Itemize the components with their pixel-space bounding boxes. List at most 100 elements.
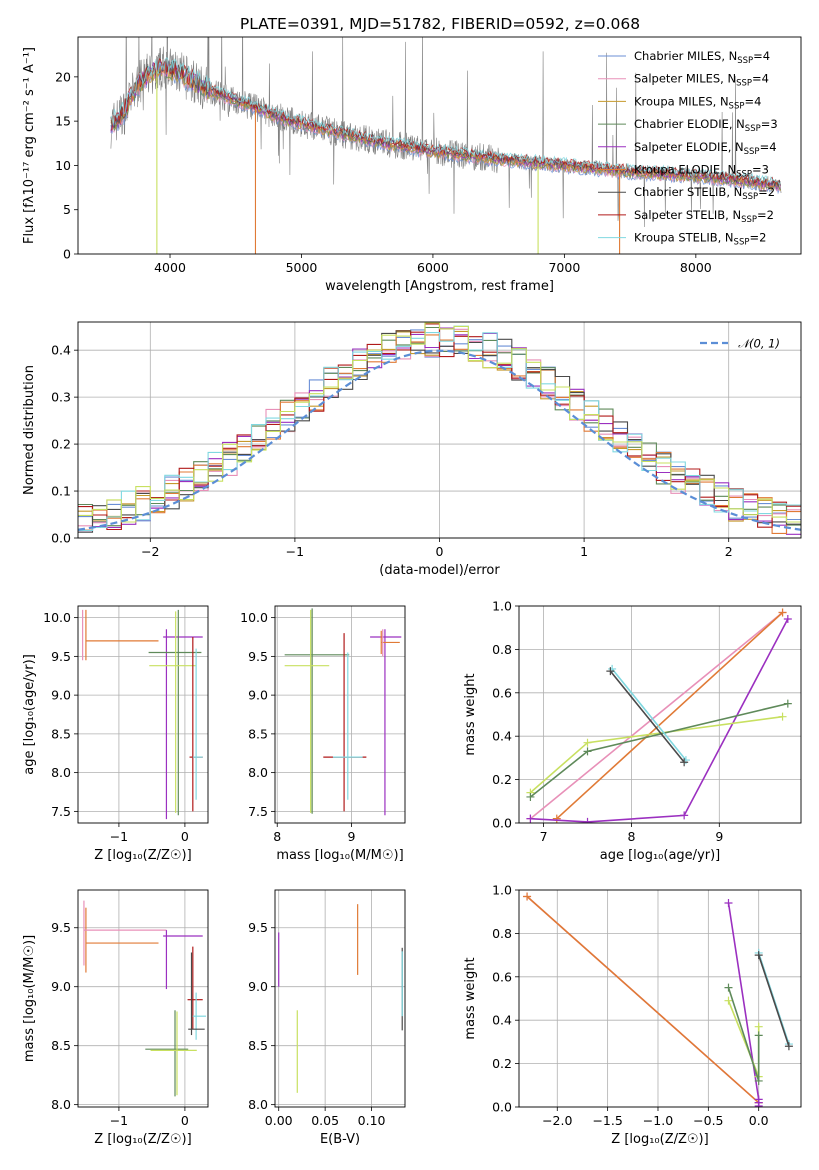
y-tick-label: 9.5: [248, 649, 268, 664]
weight-point-marker: [680, 811, 689, 820]
error-cross: [145, 1010, 189, 1097]
legend-label-sub: SSP: [737, 56, 753, 66]
legend-label-main: Salpeter MILES, N: [634, 72, 736, 86]
legend-label-tail: =4: [744, 94, 761, 108]
y-tick-label: 1.0: [492, 883, 512, 898]
x-tick-label: 5000: [286, 260, 318, 275]
weight-series: [754, 951, 793, 1051]
weight-line: [757, 954, 790, 1047]
x-tick-label: 0.05: [311, 1113, 339, 1128]
weight-point-marker: [754, 1098, 763, 1107]
y-tick-label: 1.0: [492, 599, 512, 614]
error-cross: [163, 629, 203, 820]
y-tick-label: 0.8: [492, 642, 512, 657]
legend-label-main: Chabrier MILES, N: [634, 49, 737, 63]
legend-entry: Salpeter STELIB, NSSP=2: [634, 208, 774, 225]
panel-age-vs-Z: −1 0 7.5 8.0 8.5 9.0 9.5 10.0 Z [log₁₀(Z/Z☉)] age…: [22, 605, 209, 863]
weight-series: [523, 892, 763, 1107]
weight-point-marker: [526, 814, 535, 823]
y-tick-label: 0.4: [492, 1013, 512, 1028]
y-tick-label: 10.0: [43, 610, 71, 625]
error-cross: [83, 900, 167, 966]
plot-area: [284, 608, 402, 816]
legend-label-tail: =3: [752, 163, 769, 177]
x-axis-label: Z [log₁₀(Z/Z☉)]: [94, 1132, 191, 1147]
legend-label-main: Salpeter STELIB, N: [634, 208, 741, 222]
plot-area: [83, 900, 207, 1097]
weight-series: [606, 667, 689, 767]
legend-label-tail: =4: [753, 49, 770, 63]
x-tick-label: −0.5: [693, 1113, 723, 1128]
error-cross: [370, 629, 402, 816]
weight-point-marker: [724, 996, 733, 1005]
x-axis-label: wavelength [Angstrom, rest frame]: [325, 279, 554, 294]
y-tick-label: 9.0: [51, 979, 71, 994]
y-tick-label: 0.2: [492, 1056, 512, 1071]
x-tick-label: −2: [141, 544, 159, 559]
legend-label-sub: SSP: [742, 192, 758, 202]
weight-point-marker: [784, 1042, 793, 1051]
y-tick-label: 0.3: [51, 390, 71, 405]
y-tick-label: 20: [55, 69, 71, 84]
x-tick-label: −1: [110, 829, 128, 844]
error-cross: [85, 609, 159, 661]
weight-line: [556, 611, 784, 820]
legend-label-main: Chabrier STELIB, N: [634, 185, 742, 199]
y-tick-label: 9.0: [248, 688, 268, 703]
weight-point-marker: [754, 1022, 763, 1031]
y-tick-label: 9.5: [51, 920, 71, 935]
error-cross: [85, 907, 159, 973]
error-cross: [188, 952, 205, 1036]
plot-area: [82, 609, 203, 820]
legend-entry: 𝒩(0, 1): [738, 337, 780, 351]
y-tick-label: 8.5: [51, 726, 71, 741]
weight-line: [609, 670, 685, 763]
legend-label-sub: SSP: [736, 170, 752, 180]
weight-point-marker: [583, 738, 592, 747]
weight-series: [724, 983, 763, 1085]
y-axis-label: age [log₁₀(age/yr)]: [22, 654, 37, 775]
y-tick-label: 0.0: [51, 531, 71, 546]
error-cross: [163, 930, 203, 990]
x-tick-label: 0.10: [358, 1113, 386, 1128]
legend-label-main: Kroupa MILES, N: [634, 94, 729, 108]
legend-label-tail: =2: [757, 208, 774, 222]
legend-label-sub: SSP: [734, 238, 750, 248]
y-tick-label: 9.0: [248, 979, 268, 994]
legend-label-main: Kroupa ELODIE, N: [634, 163, 736, 177]
x-tick-label: −1.0: [643, 1113, 673, 1128]
y-tick-label: 9.5: [248, 920, 268, 935]
y-tick-label: 0.6: [492, 685, 512, 700]
y-tick-label: 0.4: [51, 343, 71, 358]
weight-line: [530, 618, 789, 823]
weight-series: [552, 608, 787, 823]
weight-line: [529, 611, 784, 820]
x-tick-label: 4000: [154, 260, 186, 275]
legend-label-sub: SSP: [745, 124, 761, 134]
legend-label-tail: =2: [749, 231, 766, 245]
y-tick-label: 8.0: [248, 765, 268, 780]
axes-frame: [77, 605, 209, 824]
y-tick-label: 10.0: [240, 610, 268, 625]
residual-histogram: [78, 322, 801, 523]
x-axis-label: age [log₁₀(age/yr)]: [600, 848, 721, 863]
legend-label-sub: SSP: [736, 79, 752, 89]
weight-point-marker: [754, 1031, 763, 1040]
error-cross: [284, 609, 330, 813]
y-tick-label: 15: [55, 114, 71, 129]
axes-frame: [274, 889, 406, 1108]
weight-series: [724, 899, 763, 1107]
x-tick-label: 0.00: [265, 1113, 293, 1128]
axes-frame: [77, 321, 802, 539]
error-cross: [284, 608, 350, 814]
model-spectrum-line: [110, 58, 781, 186]
error-cross: [150, 1011, 197, 1096]
plot-area: [78, 322, 801, 535]
error-cross: [192, 992, 207, 1040]
x-axis-label: E(B-V): [320, 1132, 360, 1147]
x-axis-label: Z [log₁₀(Z/Z☉)]: [611, 1132, 708, 1147]
legend-label-sub: SSP: [729, 101, 745, 111]
weight-series: [526, 712, 787, 797]
y-tick-label: 9.5: [51, 649, 71, 664]
x-tick-label: 9: [348, 829, 356, 844]
